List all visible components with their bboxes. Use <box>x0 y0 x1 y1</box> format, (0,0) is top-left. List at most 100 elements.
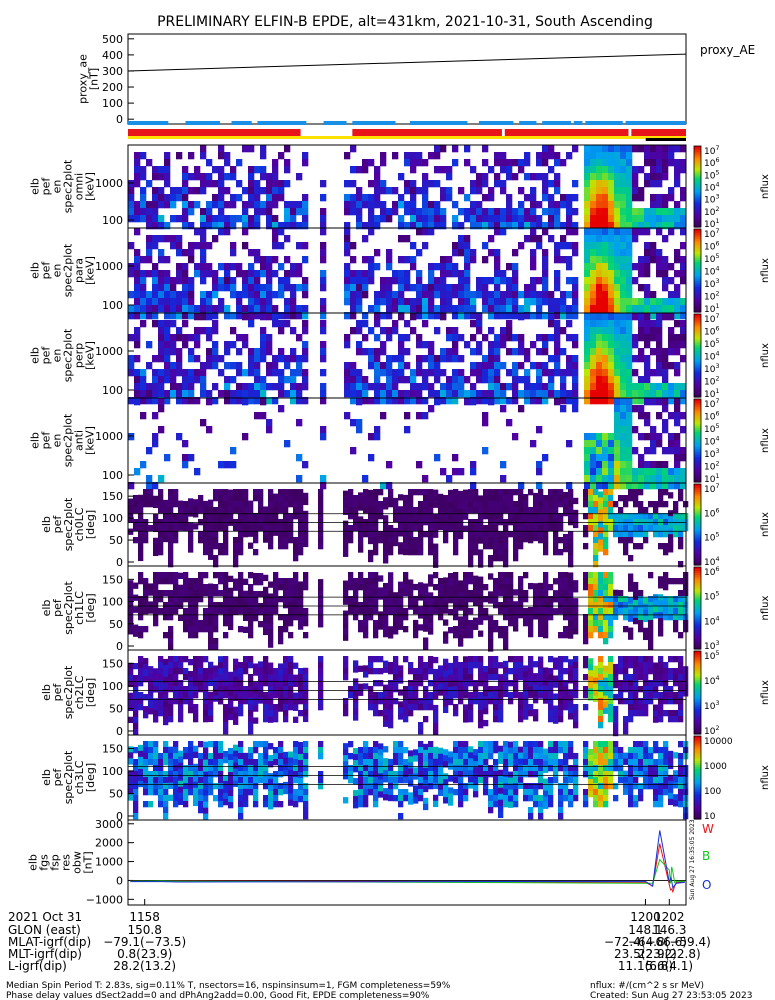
spectrogram-cell <box>443 676 449 684</box>
ylabel-line: en <box>51 264 64 278</box>
spectrogram-cell <box>344 341 351 349</box>
spectrogram-cell <box>273 704 279 711</box>
spectrogram-cell <box>272 187 279 195</box>
spectrogram-cell <box>283 710 289 717</box>
spectrogram-cell <box>212 355 219 363</box>
spectrogram-cell <box>134 355 141 363</box>
spectrogram-cell <box>393 592 399 599</box>
spectrogram-cell <box>178 698 184 705</box>
spectrogram-cell <box>268 641 274 648</box>
spectrogram-cell <box>374 305 381 313</box>
spectrogram-cell <box>543 614 549 621</box>
spectrogram-cell <box>233 501 239 508</box>
spectrogram-cell <box>603 572 609 579</box>
spectrogram-cell <box>302 369 309 377</box>
spectrogram-cell <box>320 277 327 285</box>
ylabel-line: pef <box>40 177 53 196</box>
spectrogram-cell <box>128 369 135 377</box>
spectrogram-cell <box>668 305 675 313</box>
spectrogram-cell <box>182 383 189 391</box>
spectrogram-cell <box>164 270 171 278</box>
spectrogram-cell <box>134 270 141 278</box>
spectrogram-cell <box>662 298 669 306</box>
spectrogram-cell <box>268 668 274 675</box>
spectrogram-cell <box>554 341 561 349</box>
spectrogram-cell <box>433 656 439 664</box>
spectrogram-cell <box>133 680 139 688</box>
spectrogram-cell <box>583 584 589 591</box>
spectrogram-cell <box>644 298 651 306</box>
spectrogram-cell <box>428 580 434 587</box>
spectrogram-cell <box>138 500 144 508</box>
spectrogram-cell <box>138 692 144 699</box>
spectrogram-cell <box>428 305 435 313</box>
spectrogram-cell <box>284 305 291 313</box>
spectrogram-cell <box>273 517 279 524</box>
spectrogram-cell <box>164 166 171 174</box>
spectrogram-cell <box>383 533 389 540</box>
spectrogram-cell <box>383 527 389 534</box>
spectrogram-cell <box>393 503 399 511</box>
status-bar-segment <box>231 121 252 125</box>
spectrogram-cell <box>453 710 459 717</box>
spectrogram-cell <box>536 152 543 160</box>
spectrogram-cell <box>393 604 399 611</box>
spectrogram-cell <box>413 595 419 603</box>
spectrogram-cell <box>488 543 494 550</box>
spectrogram-cell <box>408 579 414 586</box>
spectrogram-cell <box>158 334 165 342</box>
spectrogram-cell <box>513 513 519 520</box>
spectrogram-cell <box>182 201 189 209</box>
spectrogram-cell <box>343 592 349 599</box>
spectrogram-cell <box>398 235 405 243</box>
spectrogram-cell <box>176 242 183 250</box>
spectrogram-cell <box>230 397 237 405</box>
spectrogram-cell <box>476 215 483 223</box>
spectrogram-cell <box>358 516 364 523</box>
spectrogram-cell <box>602 433 609 441</box>
spectrogram-cell <box>283 578 289 585</box>
spectrogram-cell <box>392 201 399 209</box>
spectrogram-cell <box>288 608 294 615</box>
spectrogram-cell <box>478 618 484 625</box>
spectrogram-cell <box>644 208 651 216</box>
spectrogram-cell <box>558 572 564 579</box>
spectrogram-cell <box>478 630 484 637</box>
spectrogram-cell <box>572 341 579 349</box>
spectrogram-cell <box>453 602 459 609</box>
spectrogram-cell <box>638 513 644 520</box>
spectrogram-cell <box>242 305 249 313</box>
spectrogram-cell <box>224 277 231 285</box>
spectrogram-cell <box>238 680 244 687</box>
spectrogram-cell <box>663 614 669 621</box>
spectrogram-cell <box>452 390 459 398</box>
spectrogram-cell <box>146 235 153 243</box>
spectrogram-cell <box>386 383 393 391</box>
spectrogram-cell <box>558 513 564 520</box>
spectrogram-cell <box>283 489 289 496</box>
spectrogram-cell <box>448 680 454 688</box>
spectrogram-cell <box>373 578 379 585</box>
spectrogram-cell <box>596 166 603 174</box>
spectrogram-cell <box>212 305 219 313</box>
spectrogram-cell <box>153 519 159 527</box>
spectrogram-cell <box>353 684 359 691</box>
spectrogram-cell <box>193 662 199 669</box>
spectrogram-cell <box>194 397 201 405</box>
spectrogram-cell <box>374 298 381 306</box>
spectrogram-cell <box>548 201 555 209</box>
spectrogram-cell <box>416 305 423 313</box>
spectrogram-cell <box>404 235 411 243</box>
spectrogram-cell <box>148 690 154 697</box>
spectrogram-cell <box>148 666 154 673</box>
spectrogram-cell <box>193 710 199 717</box>
spectrogram-cell <box>168 674 174 681</box>
spectrogram-cell <box>148 495 154 502</box>
spectrogram-cell <box>403 530 409 538</box>
spectrogram-cell <box>303 709 309 717</box>
spectrogram-cell <box>443 694 449 702</box>
spectrogram-cell <box>513 549 519 556</box>
spectrogram-cell <box>453 549 459 556</box>
spectrogram-cell <box>188 291 195 299</box>
